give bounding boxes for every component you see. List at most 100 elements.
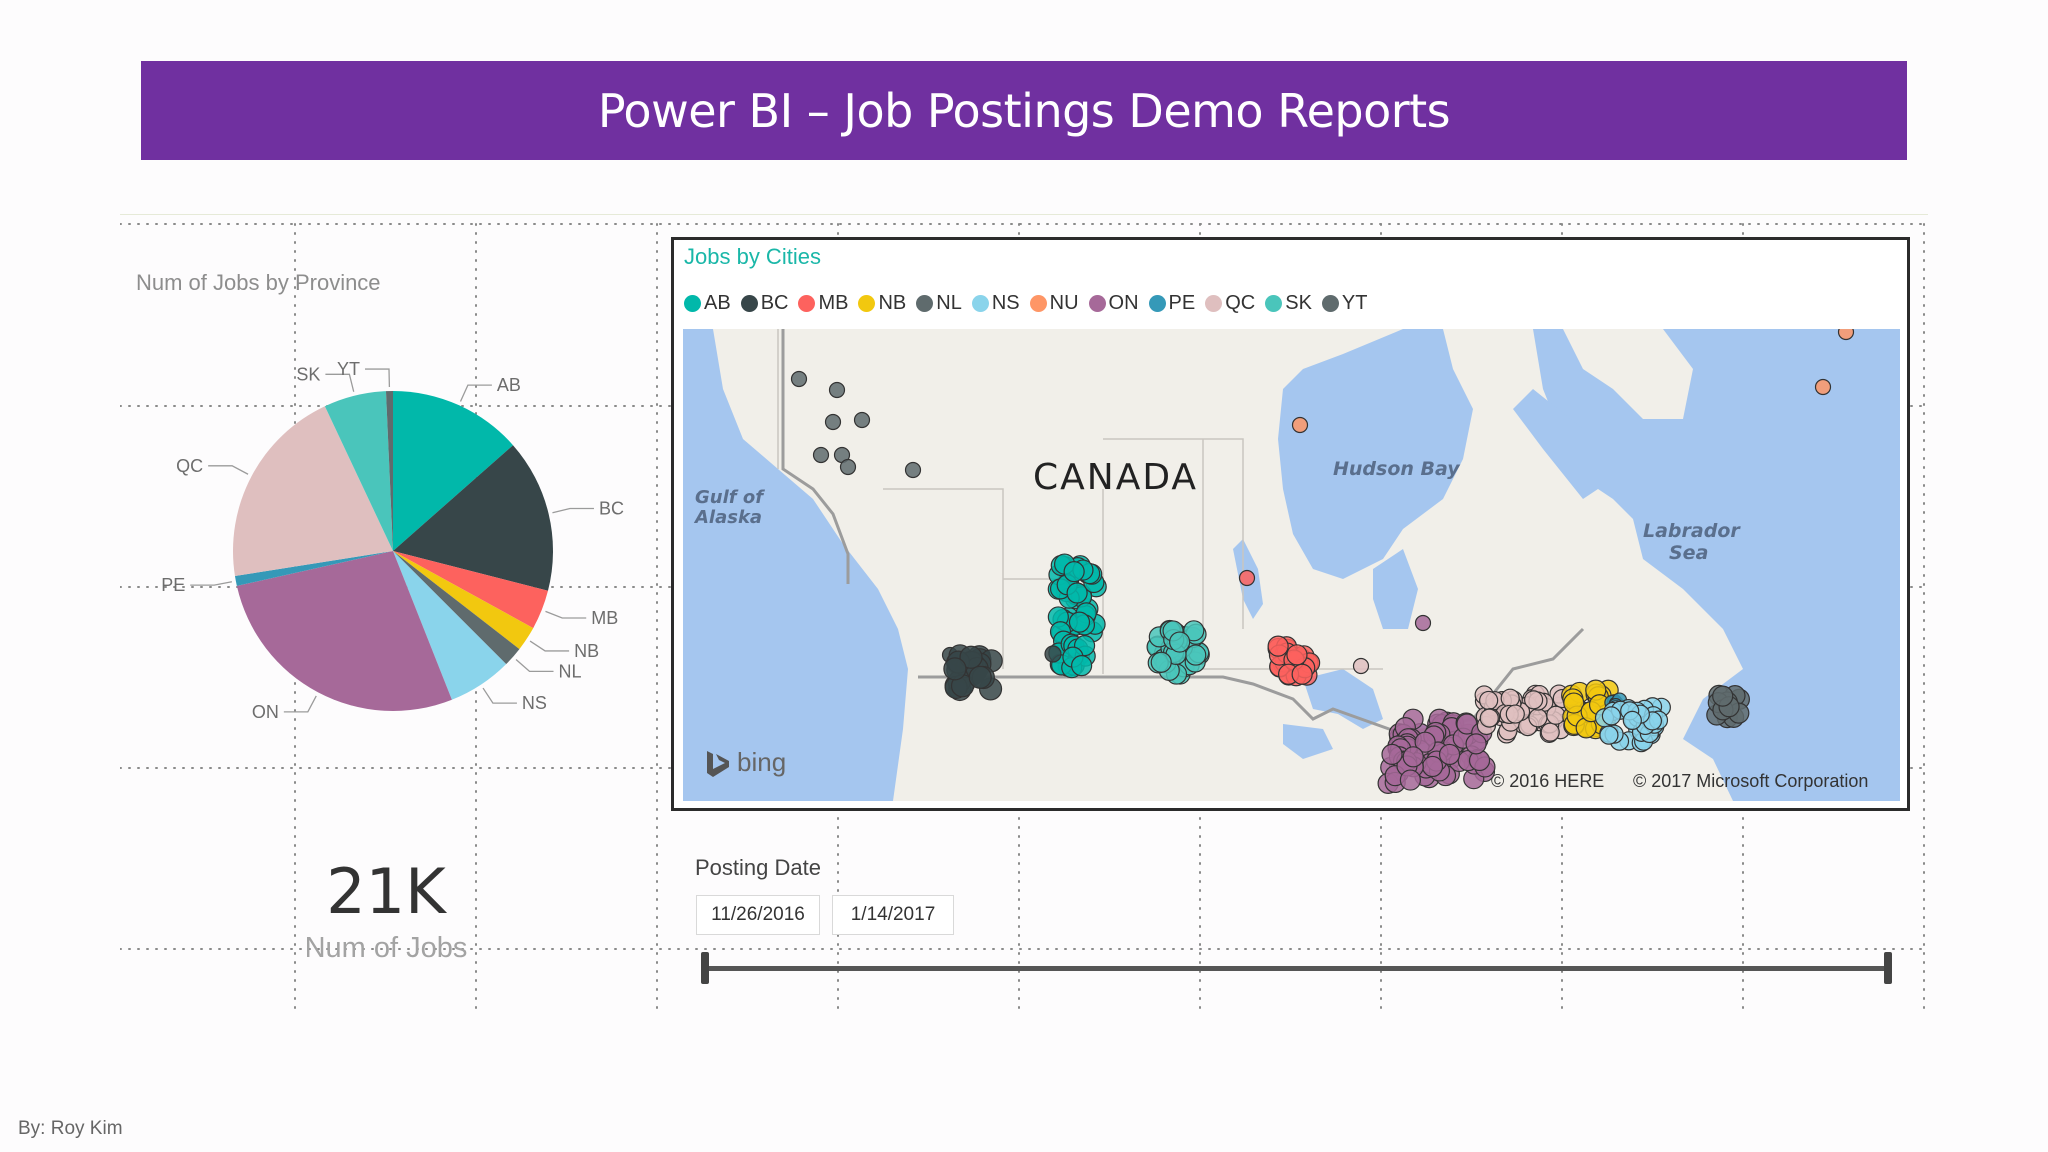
city-bubble[interactable]	[853, 411, 871, 429]
pie-slice-pe[interactable]	[234, 551, 393, 586]
pie-leader-ns	[482, 687, 517, 704]
pie-leader-bc	[552, 507, 594, 514]
pie-slice-nl[interactable]	[393, 551, 520, 665]
map-legend: AB BC MB NB NL NS NU ON PE QC SK YT	[684, 292, 1367, 315]
city-bubble[interactable]	[1291, 663, 1313, 685]
legend-item-bc[interactable]: BC	[740, 292, 788, 315]
city-bubble[interactable]	[824, 413, 842, 431]
city-bubble[interactable]	[1837, 329, 1855, 341]
hudson-strait	[1513, 389, 1613, 499]
city-bubble[interactable]	[1185, 644, 1207, 666]
pie-slice-yt[interactable]	[385, 391, 393, 551]
city-bubble[interactable]	[1505, 704, 1525, 724]
city-bubble[interactable]	[1524, 690, 1544, 710]
city-bubble[interactable]	[1414, 614, 1432, 632]
city-bubble[interactable]	[1402, 746, 1424, 768]
legend-item-sk[interactable]: SK	[1265, 292, 1312, 315]
city-bubble[interactable]	[1267, 635, 1289, 657]
city-bubble[interactable]	[812, 446, 830, 464]
legend-item-ab[interactable]: AB	[684, 292, 731, 315]
atlantic-ocean	[1533, 329, 1900, 801]
city-bubble[interactable]	[1183, 620, 1205, 642]
city-bubble[interactable]	[1286, 644, 1308, 666]
report-title: Power BI – Job Postings Demo Reports	[597, 83, 1451, 138]
report-title-banner: Power BI – Job Postings Demo Reports	[141, 61, 1907, 160]
legend-item-nl[interactable]: NL	[916, 292, 962, 315]
james-bay	[1373, 549, 1418, 629]
legend-item-ns[interactable]: NS	[971, 292, 1020, 315]
city-bubble[interactable]	[790, 370, 808, 388]
city-bubble[interactable]	[1063, 561, 1085, 583]
legend-label: YT	[1341, 292, 1368, 314]
legend-item-yt[interactable]: YT	[1321, 292, 1368, 315]
pie-slice-qc[interactable]	[233, 406, 393, 577]
city-bubble[interactable]	[1712, 685, 1734, 707]
pie-label-bc: BC	[599, 499, 624, 519]
pie-slice-ns[interactable]	[393, 551, 507, 700]
pie-slice-sk[interactable]	[324, 391, 393, 551]
city-bubble[interactable]	[1546, 705, 1566, 725]
card-label: Num of Jobs	[304, 932, 468, 964]
city-bubble[interactable]	[1150, 651, 1172, 673]
city-bubble[interactable]	[1421, 755, 1444, 778]
date-slider-track[interactable]	[705, 966, 1888, 971]
city-bubble[interactable]	[1438, 743, 1461, 766]
city-bubble[interactable]	[959, 645, 983, 669]
canvas-top-line	[120, 214, 1928, 215]
city-bubble[interactable]	[968, 665, 992, 689]
city-bubble[interactable]	[1500, 688, 1520, 708]
pie-leader-sk	[325, 373, 355, 392]
pie-slice-ab[interactable]	[393, 391, 514, 551]
city-bubble[interactable]	[1066, 582, 1088, 604]
city-bubble[interactable]	[1068, 611, 1091, 633]
legend-item-on[interactable]: ON	[1088, 292, 1139, 315]
city-bubble[interactable]	[1169, 631, 1191, 653]
city-bubble[interactable]	[1479, 708, 1499, 728]
legend-item-qc[interactable]: QC	[1205, 292, 1255, 315]
city-bubble[interactable]	[1528, 708, 1548, 728]
legend-label: SK	[1285, 292, 1312, 314]
map-label-canada: CANADA	[1033, 457, 1198, 498]
city-bubble[interactable]	[1044, 645, 1062, 663]
map-area[interactable]: CANADA Hudson Bay Gulf of Alaska Labrado…	[683, 329, 1900, 801]
city-bubble[interactable]	[1352, 657, 1370, 675]
legend-dot-icon	[858, 295, 876, 312]
city-bubble[interactable]	[1622, 710, 1642, 730]
jobs-by-cities-map[interactable]: Jobs by Cities AB BC MB NB NL NS NU ON PE QC SK YT …	[671, 237, 1910, 811]
city-bubble[interactable]	[828, 381, 846, 399]
city-bubble[interactable]	[1601, 706, 1622, 726]
city-bubble[interactable]	[1465, 733, 1487, 755]
legend-label: QC	[1225, 292, 1256, 314]
city-bubble[interactable]	[1479, 690, 1499, 711]
city-bubble[interactable]	[1563, 692, 1585, 714]
city-bubble[interactable]	[1540, 722, 1560, 742]
city-bubble[interactable]	[839, 458, 857, 476]
start-date-input[interactable]: 11/26/2016	[696, 895, 820, 935]
city-bubble[interactable]	[1599, 725, 1619, 745]
legend-item-nb[interactable]: NB	[858, 292, 906, 315]
legend-dot-icon	[971, 295, 989, 312]
city-bubble[interactable]	[1381, 743, 1403, 765]
city-bubble[interactable]	[1071, 654, 1093, 677]
legend-item-nu[interactable]: NU	[1029, 292, 1079, 315]
city-bubble[interactable]	[1414, 731, 1436, 753]
city-bubble[interactable]	[904, 461, 922, 479]
pie-leader-nl	[515, 658, 554, 673]
pie-label-nb: NB	[574, 641, 599, 661]
legend-item-mb[interactable]: MB	[798, 292, 848, 315]
posting-date-slicer-title: Posting Date	[695, 855, 821, 880]
pie-slice-on[interactable]	[236, 551, 452, 711]
pie-slice-nb[interactable]	[393, 551, 534, 650]
city-bubble[interactable]	[943, 657, 967, 681]
city-bubble[interactable]	[1399, 769, 1421, 791]
pie-slice-bc[interactable]	[393, 445, 553, 591]
legend-item-pe[interactable]: PE	[1148, 292, 1195, 315]
city-bubble[interactable]	[1238, 569, 1256, 587]
city-bubble[interactable]	[1814, 378, 1832, 396]
city-bubble[interactable]	[1291, 416, 1309, 434]
slider-start-handle[interactable]	[701, 952, 709, 984]
end-date-input[interactable]: 1/14/2017	[832, 895, 954, 935]
slider-end-handle[interactable]	[1884, 952, 1892, 984]
pie-slice-mb[interactable]	[393, 551, 548, 629]
